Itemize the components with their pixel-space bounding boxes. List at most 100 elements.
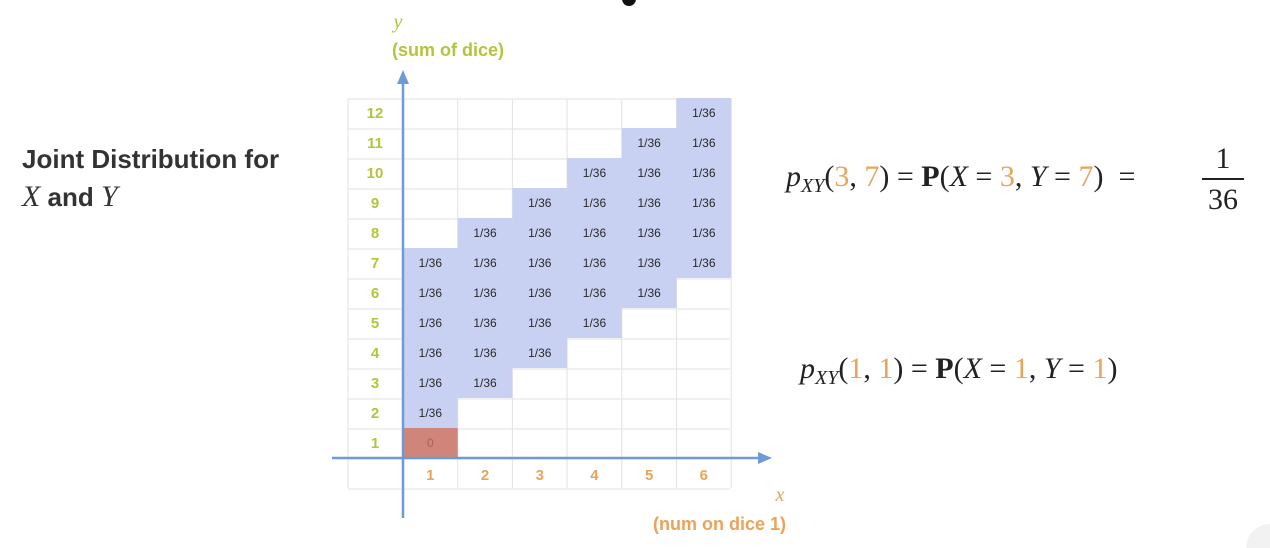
cell-value: 1/36 — [637, 196, 661, 210]
cell-x2-y7 — [457, 248, 513, 278]
cell-x1-y2 — [403, 398, 458, 428]
cell-x1-y1 — [403, 428, 458, 458]
heading-line1: Joint Distribution for — [22, 144, 280, 174]
y-tick-label: 7 — [371, 255, 379, 272]
eq1-sub: XY — [801, 175, 825, 197]
x-axis-label: (num on dice 1) — [653, 514, 786, 534]
cell-x4-y9 — [567, 188, 622, 218]
eq2-a: 1 — [848, 352, 864, 385]
cell-value: 1/36 — [637, 256, 661, 270]
cell-value: 1/36 — [528, 196, 552, 210]
y-tick-label: 1 — [371, 435, 379, 452]
cell-x1-y6 — [403, 278, 458, 308]
cell-x6-y11 — [676, 128, 732, 158]
cell-value: 1/36 — [419, 406, 443, 420]
cell-value: 1/36 — [528, 226, 552, 240]
eq1-fraction: 1 36 — [1202, 143, 1244, 216]
cell-x2-y8 — [457, 218, 513, 248]
cell-x2-y5 — [457, 308, 513, 338]
cell-x5-y7 — [621, 248, 677, 278]
cell-value: 1/36 — [419, 256, 443, 270]
eq1-xval: 3 — [999, 160, 1015, 193]
eq2-p: p — [800, 352, 815, 385]
cell-x5-y8 — [621, 218, 677, 248]
cell-value: 1/36 — [528, 286, 552, 300]
cell-value: 1/36 — [692, 136, 716, 150]
cell-value: 1/36 — [583, 166, 607, 180]
cell-x1-y4 — [403, 338, 458, 368]
eq1-b: 7 — [864, 160, 880, 193]
eq1-p: p — [786, 160, 801, 193]
cell-x1-y5 — [403, 308, 458, 338]
x-axis-var: x — [775, 484, 785, 506]
y-tick-label: 11 — [367, 135, 383, 152]
cell-x1-y7 — [403, 248, 458, 278]
eq2-sub: XY — [815, 367, 839, 389]
y-tick-label: 5 — [371, 315, 379, 332]
eq1-frac-den: 36 — [1208, 183, 1238, 216]
cell-value: 1/36 — [419, 346, 443, 360]
eq2-lhs-close: ) — [1107, 352, 1118, 385]
eq2-close: ) — [893, 352, 904, 385]
eq1-yval: 7 — [1078, 160, 1094, 193]
cell-x4-y6 — [567, 278, 622, 308]
cell-x3-y5 — [512, 308, 568, 338]
equation-2: pXY(1, 1) = P(X = 1, Y = 1) — [800, 352, 1117, 390]
x-tick-label: 6 — [700, 467, 708, 484]
eq1-eq-y: = — [1046, 160, 1079, 193]
cell-value: 1/36 — [473, 226, 497, 240]
eq1-P: P — [921, 160, 940, 193]
cell-value: 1/36 — [419, 376, 443, 390]
y-tick-label: 9 — [371, 195, 379, 212]
x-tick-label: 5 — [645, 467, 653, 484]
cell-value: 1/36 — [692, 196, 716, 210]
heading-var-y: Y — [101, 180, 118, 213]
cell-value: 1/36 — [473, 346, 497, 360]
eq1-lhs-open: ( — [939, 160, 950, 193]
cell-value: 1/36 — [637, 286, 661, 300]
cell-x5-y10 — [621, 158, 677, 188]
eq1-sep: , — [1014, 160, 1030, 193]
x-axis-arrow — [758, 452, 772, 464]
cell-value: 1/36 — [583, 316, 607, 330]
cell-value: 1/36 — [637, 226, 661, 240]
heading: Joint Distribution for X and Y — [22, 140, 279, 216]
heading-line2: X and Y — [22, 178, 279, 216]
cell-x6-y10 — [676, 158, 732, 188]
eq1-lhs-close: ) — [1093, 160, 1104, 193]
cell-value: 1/36 — [419, 286, 443, 300]
eq1-equals2: = — [1103, 160, 1143, 193]
eq2-equals: = — [903, 352, 936, 385]
cell-value: 1/36 — [473, 376, 497, 390]
eq1-equals: = — [889, 160, 922, 193]
y-tick-label: 4 — [371, 345, 380, 362]
y-axis-label: (sum of dice) — [392, 40, 504, 60]
cell-value: 0 — [427, 436, 434, 450]
cell-value: 1/36 — [528, 346, 552, 360]
eq2-eq-y: = — [1060, 352, 1093, 385]
title-fragment — [622, 0, 636, 6]
cell-value: 1/36 — [528, 316, 552, 330]
cell-value: 1/36 — [583, 226, 607, 240]
heading-var-x: X — [22, 180, 41, 213]
cell-x5-y6 — [621, 278, 677, 308]
eq1-Y: Y — [1029, 160, 1047, 193]
cell-x3-y9 — [512, 188, 568, 218]
cell-x6-y8 — [676, 218, 732, 248]
cell-value: 1/36 — [583, 286, 607, 300]
cell-x4-y5 — [567, 308, 622, 338]
cell-value: 1/36 — [692, 106, 716, 120]
cell-x5-y9 — [621, 188, 677, 218]
cell-value: 1/36 — [637, 166, 661, 180]
y-tick-label: 2 — [371, 405, 379, 422]
heading-and: and — [40, 182, 101, 212]
eq2-Y: Y — [1043, 352, 1061, 385]
cell-value: 1/36 — [473, 256, 497, 270]
cell-x3-y4 — [512, 338, 568, 368]
eq2-X: X — [963, 352, 982, 385]
eq1-frac-bar — [1202, 178, 1244, 180]
eq2-open: ( — [838, 352, 849, 385]
cell-x4-y10 — [567, 158, 622, 188]
cell-x1-y3 — [403, 368, 458, 398]
